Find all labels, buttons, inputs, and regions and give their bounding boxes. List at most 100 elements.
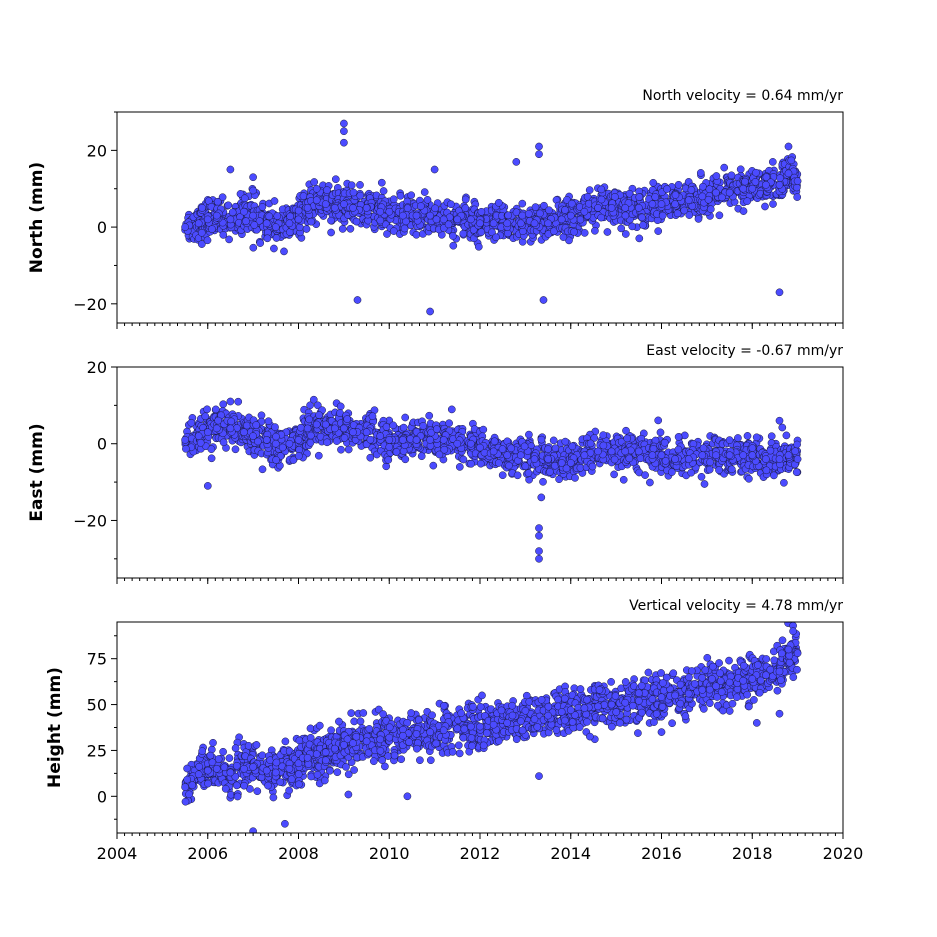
data-point [419, 422, 428, 430]
data-point [249, 186, 257, 195]
data-point [214, 416, 223, 425]
trend-point [657, 451, 666, 460]
data-point [767, 432, 776, 441]
data-point [225, 235, 233, 244]
data-point [234, 397, 243, 406]
data-point [299, 192, 308, 200]
data-point [219, 231, 228, 239]
trend-point [303, 204, 312, 212]
data-point [520, 442, 529, 451]
trend-point [203, 428, 212, 437]
data-point [741, 177, 749, 186]
data-point [705, 465, 714, 474]
outlier-point [535, 554, 543, 563]
data-point [780, 478, 788, 487]
data-point [389, 421, 398, 430]
data-point [477, 228, 486, 236]
data-point [617, 224, 626, 233]
data-point [252, 741, 261, 749]
data-point [224, 201, 233, 210]
data-point [417, 202, 425, 210]
trend-point [775, 455, 784, 463]
trend-point [476, 219, 484, 228]
data-points [181, 119, 802, 316]
data-point [197, 228, 206, 237]
data-point [628, 222, 637, 231]
trend-point [784, 451, 793, 460]
outlier-point [535, 142, 543, 151]
trend-point [566, 459, 575, 467]
data-point [240, 194, 249, 203]
trend-point [503, 219, 512, 228]
trend-point [262, 436, 271, 444]
y-tick-label: 20 [87, 358, 107, 377]
data-point [356, 191, 365, 200]
outlier-point [353, 296, 362, 304]
data-point [524, 209, 533, 218]
trend-point [271, 223, 280, 231]
trend-point [698, 451, 707, 460]
data-point [727, 465, 736, 474]
trend-point [594, 447, 602, 456]
data-point [778, 423, 787, 432]
trend-point [594, 204, 602, 212]
data-point [762, 173, 771, 182]
data-point [417, 452, 426, 461]
outlier-point [203, 482, 212, 490]
data-point [599, 431, 608, 439]
data-point [207, 454, 216, 463]
data-point [654, 416, 663, 425]
data-point [309, 395, 318, 404]
data-point [403, 204, 412, 213]
data-point [219, 400, 228, 409]
trend-point [530, 455, 539, 463]
data-point [623, 434, 632, 443]
data-point [219, 438, 228, 447]
data-point [505, 461, 513, 470]
data-point [379, 187, 388, 195]
data-point [183, 775, 192, 784]
data-point [203, 236, 212, 245]
data-point [204, 779, 212, 788]
data-point [344, 445, 353, 454]
data-point [203, 405, 211, 414]
trend-point [399, 211, 407, 220]
data-point [793, 193, 802, 201]
data-point [671, 191, 680, 199]
data-point [338, 225, 347, 233]
outlier-point [784, 142, 793, 151]
data-point [369, 757, 378, 766]
data-point [694, 215, 703, 223]
data-point [696, 169, 705, 177]
data-point [507, 444, 516, 453]
data-point [302, 225, 311, 233]
data-point [289, 456, 298, 464]
data-point [195, 762, 204, 771]
data-point [674, 433, 683, 441]
data-point [256, 239, 265, 247]
data-point [504, 211, 513, 220]
data-point [661, 457, 670, 465]
data-point [352, 732, 361, 741]
data-point [610, 455, 619, 464]
data-point [518, 199, 527, 208]
data-point [243, 421, 251, 430]
data-point [498, 471, 507, 480]
outlier-point [535, 531, 543, 540]
data-point [654, 227, 663, 235]
trend-point [684, 455, 693, 463]
data-point [427, 428, 436, 437]
data-point [258, 203, 267, 211]
data-point [278, 443, 287, 452]
data-point [379, 710, 387, 718]
data-point [270, 197, 279, 205]
data-point [725, 436, 734, 444]
data-point [327, 228, 335, 237]
data-point [641, 471, 649, 479]
data-point [271, 423, 279, 431]
data-point [544, 445, 552, 453]
data-point [285, 786, 293, 795]
trend-point [399, 436, 407, 444]
